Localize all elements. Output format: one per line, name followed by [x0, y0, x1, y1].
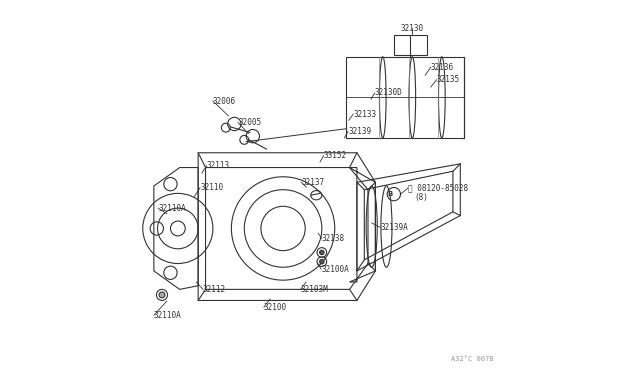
Text: 32137: 32137 [301, 178, 324, 187]
Text: 32139A: 32139A [380, 223, 408, 232]
Text: 32113: 32113 [207, 161, 230, 170]
Text: Ⓑ 08120-85028: Ⓑ 08120-85028 [408, 184, 468, 193]
Circle shape [159, 292, 165, 298]
Bar [394, 35, 427, 55]
Text: 32139: 32139 [348, 127, 371, 136]
Text: 32130: 32130 [400, 24, 423, 33]
Text: 32133: 32133 [353, 109, 376, 119]
Text: 32110A: 32110A [154, 311, 182, 320]
Text: 32006: 32006 [213, 97, 236, 106]
Text: 32136: 32136 [431, 62, 454, 72]
Circle shape [319, 250, 324, 255]
Text: (8): (8) [414, 193, 428, 202]
Text: 32135: 32135 [436, 75, 460, 84]
Circle shape [319, 260, 324, 264]
Text: 32110: 32110 [200, 183, 223, 192]
Text: B: B [388, 191, 393, 197]
Text: 32110A: 32110A [158, 203, 186, 213]
Text: 32100: 32100 [264, 302, 287, 312]
Text: 32112: 32112 [203, 285, 226, 294]
Text: 32103M: 32103M [301, 285, 328, 294]
Text: A32°C 007B: A32°C 007B [451, 356, 493, 362]
Text: 32138: 32138 [322, 234, 345, 243]
Text: 33152: 33152 [324, 151, 347, 160]
Text: 32100A: 32100A [321, 264, 349, 273]
Text: 32130D: 32130D [374, 89, 403, 97]
Text: 32005: 32005 [238, 118, 261, 127]
